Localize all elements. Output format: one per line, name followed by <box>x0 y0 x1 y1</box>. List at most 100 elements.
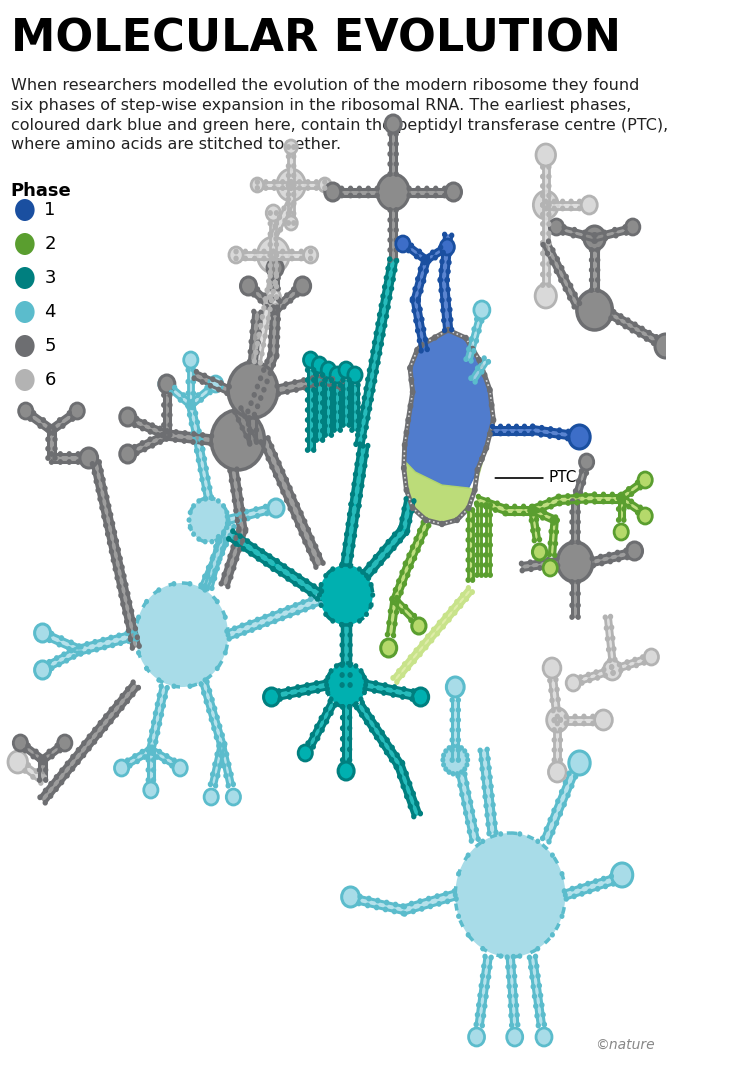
Circle shape <box>187 517 191 522</box>
Circle shape <box>71 754 75 759</box>
Circle shape <box>354 524 358 528</box>
Polygon shape <box>365 681 413 699</box>
Circle shape <box>82 753 86 758</box>
Circle shape <box>563 893 567 897</box>
Circle shape <box>584 226 605 250</box>
Circle shape <box>157 678 161 682</box>
Circle shape <box>466 578 470 583</box>
Circle shape <box>559 748 562 752</box>
Polygon shape <box>40 682 138 802</box>
Circle shape <box>330 433 333 437</box>
Circle shape <box>204 700 208 704</box>
Circle shape <box>281 256 285 260</box>
Circle shape <box>305 683 309 687</box>
Circle shape <box>319 603 323 607</box>
Circle shape <box>249 349 252 354</box>
Circle shape <box>314 564 318 569</box>
Circle shape <box>397 669 401 673</box>
Circle shape <box>205 680 209 684</box>
Circle shape <box>269 335 273 339</box>
Polygon shape <box>406 523 429 567</box>
Circle shape <box>143 447 146 451</box>
Circle shape <box>412 909 415 913</box>
Circle shape <box>559 758 562 762</box>
Circle shape <box>326 690 330 695</box>
Circle shape <box>55 775 59 779</box>
Circle shape <box>338 762 354 780</box>
Circle shape <box>366 378 369 382</box>
Circle shape <box>484 446 489 450</box>
Circle shape <box>383 323 387 328</box>
Circle shape <box>480 457 484 462</box>
Circle shape <box>270 286 274 291</box>
Circle shape <box>572 227 577 232</box>
Circle shape <box>594 879 598 883</box>
Circle shape <box>303 386 307 391</box>
Circle shape <box>292 192 296 196</box>
Circle shape <box>381 294 385 299</box>
Polygon shape <box>273 252 311 258</box>
Circle shape <box>216 535 221 539</box>
Circle shape <box>192 504 195 508</box>
Circle shape <box>306 387 309 393</box>
Circle shape <box>364 679 368 683</box>
Circle shape <box>434 187 438 191</box>
Circle shape <box>370 715 374 720</box>
Circle shape <box>34 749 38 753</box>
Circle shape <box>552 737 556 743</box>
Circle shape <box>425 347 430 351</box>
Circle shape <box>265 288 269 292</box>
Polygon shape <box>440 235 451 281</box>
Circle shape <box>556 698 560 702</box>
Circle shape <box>541 174 544 178</box>
Circle shape <box>530 975 534 980</box>
Circle shape <box>596 887 599 891</box>
Circle shape <box>324 679 328 683</box>
Circle shape <box>35 660 50 679</box>
Polygon shape <box>363 527 407 578</box>
Circle shape <box>460 746 463 750</box>
Circle shape <box>98 720 102 726</box>
Circle shape <box>366 416 370 420</box>
Circle shape <box>418 267 422 271</box>
Polygon shape <box>48 430 55 458</box>
Circle shape <box>312 378 315 382</box>
Circle shape <box>120 408 136 426</box>
Circle shape <box>481 946 484 951</box>
Circle shape <box>164 430 167 434</box>
Circle shape <box>311 376 315 380</box>
Circle shape <box>85 641 89 647</box>
Circle shape <box>219 582 223 586</box>
Circle shape <box>592 563 596 568</box>
Circle shape <box>583 230 587 235</box>
Circle shape <box>363 683 367 687</box>
Circle shape <box>520 569 524 573</box>
Circle shape <box>394 903 397 907</box>
Circle shape <box>633 322 637 327</box>
Circle shape <box>289 180 293 185</box>
Circle shape <box>255 361 258 365</box>
Circle shape <box>354 705 358 710</box>
Circle shape <box>68 460 71 464</box>
Circle shape <box>318 602 323 606</box>
Circle shape <box>578 301 581 305</box>
Circle shape <box>275 559 279 563</box>
Circle shape <box>211 773 215 777</box>
Circle shape <box>425 187 429 191</box>
Circle shape <box>575 500 580 505</box>
Circle shape <box>357 452 360 457</box>
Circle shape <box>182 439 186 443</box>
Polygon shape <box>201 523 234 589</box>
Circle shape <box>126 591 130 595</box>
Circle shape <box>366 576 370 580</box>
Circle shape <box>155 731 160 735</box>
Circle shape <box>357 193 361 197</box>
Circle shape <box>255 416 258 420</box>
Circle shape <box>375 905 379 910</box>
Circle shape <box>210 717 213 721</box>
Circle shape <box>330 377 334 381</box>
Circle shape <box>324 612 327 617</box>
Polygon shape <box>605 617 615 660</box>
Circle shape <box>254 350 258 354</box>
Circle shape <box>226 783 230 787</box>
